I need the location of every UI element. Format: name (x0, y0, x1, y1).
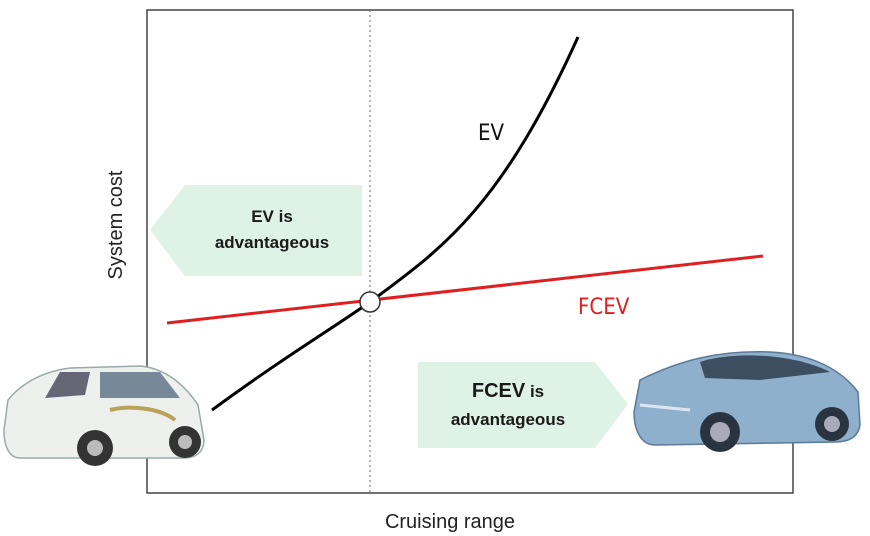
fcev-car-image (634, 352, 860, 452)
ev-car-image (4, 366, 204, 466)
fcev-region-text: advantageous (451, 410, 565, 429)
ev-label: EV (478, 121, 505, 146)
diagram: EV is advantageous FCEV is advantageous … (0, 0, 870, 536)
fcev-label: FCEV (578, 295, 630, 320)
fcev-region-head: FCEV (472, 380, 526, 402)
ev-region-text: advantageous (215, 233, 329, 252)
crossover-point (360, 292, 380, 312)
fcev-region-arrow (418, 362, 628, 448)
ev-region-text: EV is (251, 207, 293, 226)
y-axis-label: System cost (105, 170, 127, 279)
fcev-region-text: FCEV is (472, 380, 544, 402)
fcev-region-head: is (530, 382, 544, 401)
ev-region-arrow (150, 185, 362, 276)
x-axis-label: Cruising range (385, 511, 515, 533)
